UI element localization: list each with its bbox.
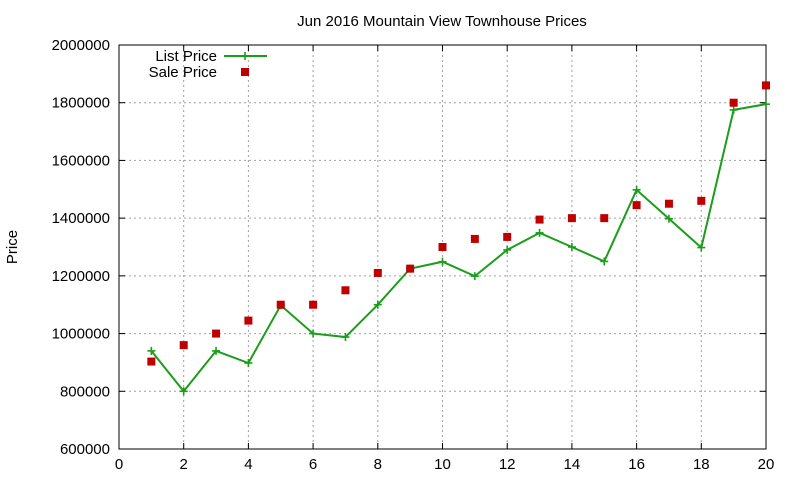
list-price-point [632, 185, 641, 194]
legend-swatches [224, 52, 267, 76]
sale-price-point [438, 243, 447, 251]
sale-price-point [503, 232, 512, 241]
series [147, 81, 770, 396]
list-price-point [179, 387, 188, 396]
list-price-point [697, 243, 706, 252]
list-price-point [535, 228, 544, 237]
x-tick-label: 10 [434, 456, 451, 473]
x-tick-label: 16 [628, 456, 645, 473]
list-price-point [438, 257, 447, 266]
sale-price-point [567, 214, 576, 223]
list-price-point [664, 214, 673, 223]
legend-marker-list-price [241, 52, 249, 60]
sale-price-point [600, 214, 609, 223]
y-tick-label: 1400000 [52, 210, 110, 227]
sale-price-point [729, 98, 738, 107]
sale-price-point [697, 196, 706, 205]
sale-price-point [470, 234, 479, 243]
y-tick-label: 1800000 [52, 95, 110, 112]
list-price-point [212, 346, 221, 355]
sale-price-point [341, 286, 350, 295]
x-tick-label: 2 [180, 456, 188, 473]
list-price-point [147, 346, 156, 355]
legend-label-sale-price: Sale Price [149, 64, 217, 81]
list-price-point [729, 105, 738, 114]
list-price-point [503, 245, 512, 254]
sale-price-point [212, 329, 221, 338]
legend-marker-sale-price [241, 68, 249, 76]
x-tick-label: 20 [758, 456, 775, 473]
list-price-point [341, 333, 350, 342]
x-tick-label: 8 [374, 456, 382, 473]
y-tick-label: 2000000 [52, 37, 110, 54]
sale-price-point [179, 341, 188, 350]
axis-ticks: 0 2 4 6 8 10 12 14 16 18 20 600000 800000 1000000 1200… [52, 37, 775, 473]
list-price-point [470, 272, 479, 281]
y-tick-label: 800000 [60, 383, 110, 400]
list-price-point [244, 359, 253, 368]
y-axis-label: Price [4, 230, 21, 264]
list-price-point [762, 100, 770, 109]
y-tick-label: 1600000 [52, 152, 110, 169]
sale-price-point [147, 357, 156, 366]
sale-price-point [762, 81, 770, 90]
list-price-point [567, 243, 576, 251]
sale-price-point [276, 300, 285, 309]
chart-title: Jun 2016 Mountain View Townhouse Prices [297, 13, 587, 30]
legend-label-list-price: List Price [155, 48, 217, 65]
legend: List Price Sale Price [149, 48, 267, 81]
y-tick-label: 600000 [60, 441, 110, 458]
x-tick-label: 14 [564, 456, 581, 473]
x-tick-label: 12 [499, 456, 516, 473]
list-price-point [309, 329, 318, 338]
sale-price-point [664, 199, 673, 208]
series-list-price [147, 100, 770, 396]
x-tick-label: 0 [115, 456, 123, 473]
list-price-point [373, 300, 382, 309]
y-tick-label: 1200000 [52, 268, 110, 285]
sale-price-point [373, 268, 382, 277]
x-tick-label: 4 [244, 456, 252, 473]
x-tick-label: 6 [309, 456, 317, 473]
list-price-line [150, 103, 767, 393]
x-tick-label: 18 [693, 456, 710, 473]
sale-price-point [406, 264, 415, 273]
y-tick-label: 1000000 [52, 326, 110, 343]
sale-price-point [244, 316, 253, 325]
sale-price-point [632, 201, 641, 210]
list-price-point [600, 257, 609, 266]
sale-price-point [309, 300, 318, 309]
series-sale-price [147, 81, 770, 366]
sale-price-point [535, 215, 544, 224]
